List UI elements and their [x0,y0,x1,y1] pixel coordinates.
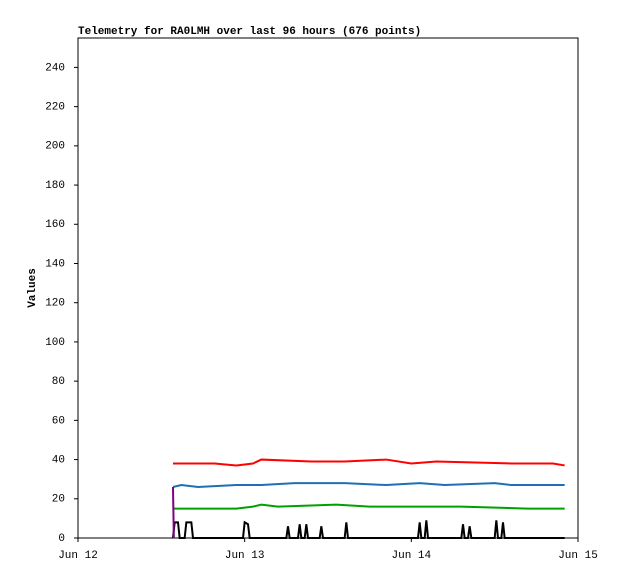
y-tick-label: 180 [45,180,65,192]
y-tick-label: 20 [52,494,65,506]
y-tick-label: 140 [45,258,65,270]
y-tick-label: 120 [45,298,65,310]
series-line [173,503,565,510]
y-tick-label: 200 [45,141,65,153]
x-tick-label: Jun 15 [558,550,598,562]
y-tick-label: 220 [45,102,65,114]
x-tick-label: Jun 14 [392,550,432,562]
x-tick-label: Jun 12 [58,550,98,562]
y-tick-label: 100 [45,337,65,349]
y-tick-label: 0 [58,533,65,545]
y-tick-label: 240 [45,62,65,74]
series-line [172,482,565,489]
y-tick-label: 40 [52,454,65,466]
series-line [172,520,565,539]
y-tick-label: 80 [52,376,65,388]
series-line [173,458,565,467]
series-line [172,487,175,539]
chart-title: Telemetry for RA0LMH over last 96 hours … [78,26,421,38]
y-axis-label: Values [27,268,39,308]
y-tick-label: 160 [45,219,65,231]
y-tick-label: 60 [52,415,65,427]
x-tick-label: Jun 13 [225,550,265,562]
